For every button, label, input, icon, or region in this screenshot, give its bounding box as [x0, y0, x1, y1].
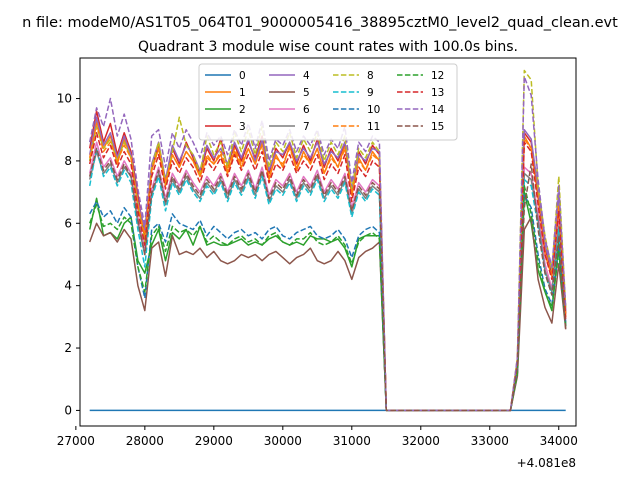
series-line-14 — [88, 75, 567, 412]
legend-label-14: 14 — [431, 104, 445, 116]
x-tick-label: 28000 — [126, 434, 164, 448]
legend-label-5: 5 — [303, 87, 310, 99]
x-tick-label: 34000 — [540, 434, 578, 448]
x-tick-label: 31000 — [333, 434, 371, 448]
axes-frame — [79, 57, 577, 427]
y-tick-label: 2 — [64, 341, 72, 355]
x-offset-label: +4.081e8 — [517, 456, 576, 470]
x-tick-label: 30000 — [264, 434, 302, 448]
y-tick-label: 4 — [64, 279, 72, 293]
x-tick-label: 29000 — [195, 434, 233, 448]
series-line-15 — [88, 147, 567, 412]
legend-label-15: 15 — [431, 121, 444, 133]
x-axis: 27000 28000 29000 30000 31000 32000 33000 34000 — [57, 426, 578, 448]
legend-label-1: 1 — [239, 87, 246, 99]
y-tick-label: 10 — [57, 92, 72, 106]
y-tick-label: 8 — [64, 154, 72, 168]
legend-label-3: 3 — [239, 121, 246, 133]
legend-label-7: 7 — [303, 121, 310, 133]
legend-label-8: 8 — [367, 70, 374, 82]
y-tick-label: 0 — [64, 403, 72, 417]
legend-label-10: 10 — [367, 104, 380, 116]
legend-label-4: 4 — [303, 70, 310, 82]
y-axis: 0 2 4 6 8 10 — [57, 92, 80, 417]
legend-label-2: 2 — [239, 104, 246, 116]
series-layer — [88, 69, 567, 412]
legend-label-6: 6 — [303, 104, 310, 116]
legend-box — [198, 63, 458, 141]
figure-suptitle: n file: modeM0/AS1T05_064T01_9000005416_… — [22, 15, 618, 31]
legend-label-11: 11 — [367, 121, 380, 133]
x-tick-label: 32000 — [402, 434, 440, 448]
series-line-13 — [88, 132, 567, 412]
plot-area: 27000 28000 29000 30000 31000 32000 33000 34000… — [57, 57, 578, 470]
chart-title: Quadrant 3 module wise count rates with … — [138, 39, 518, 55]
y-tick-label: 6 — [64, 216, 72, 230]
x-tick-label: 27000 — [57, 434, 95, 448]
legend-label-12: 12 — [431, 70, 444, 82]
legend-label-0: 0 — [239, 70, 246, 82]
x-tick-label: 33000 — [471, 434, 509, 448]
legend-label-9: 9 — [367, 87, 374, 99]
legend-label-13: 13 — [431, 87, 444, 99]
